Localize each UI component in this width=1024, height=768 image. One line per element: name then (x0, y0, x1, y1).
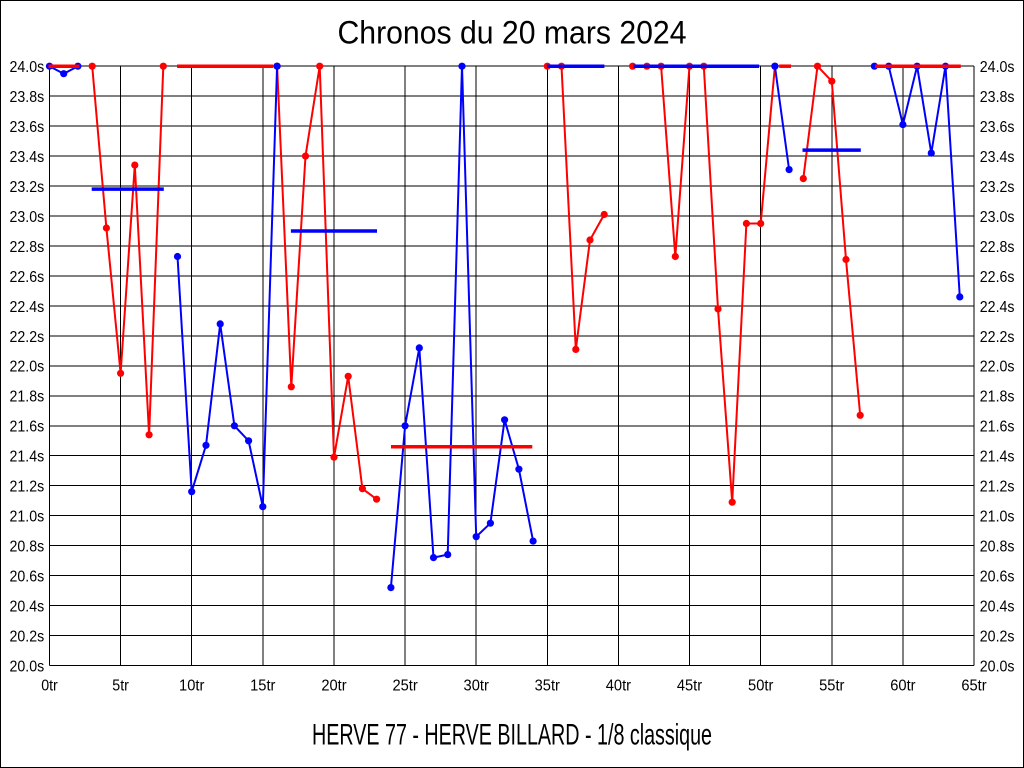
svg-text:65tr: 65tr (961, 678, 987, 695)
svg-text:22.8s: 22.8s (980, 239, 1015, 256)
svg-text:22.6s: 22.6s (980, 269, 1015, 286)
svg-text:20.4s: 20.4s (10, 599, 45, 616)
svg-text:20.4s: 20.4s (980, 599, 1015, 616)
svg-text:55tr: 55tr (819, 678, 845, 695)
svg-text:21.6s: 21.6s (980, 419, 1015, 436)
svg-text:24.0s: 24.0s (10, 59, 45, 76)
svg-text:22.8s: 22.8s (10, 239, 45, 256)
svg-text:20.8s: 20.8s (980, 539, 1015, 556)
svg-text:25tr: 25tr (392, 678, 418, 695)
svg-text:20.6s: 20.6s (980, 569, 1015, 586)
svg-text:20.8s: 20.8s (10, 539, 45, 556)
svg-text:45tr: 45tr (677, 678, 703, 695)
svg-text:21.0s: 21.0s (10, 509, 45, 526)
svg-text:23.6s: 23.6s (10, 119, 45, 136)
svg-text:22.6s: 22.6s (10, 269, 45, 286)
svg-text:30tr: 30tr (464, 678, 490, 695)
svg-text:21.4s: 21.4s (980, 449, 1015, 466)
svg-text:22.4s: 22.4s (10, 299, 45, 316)
svg-text:20tr: 20tr (321, 678, 347, 695)
svg-text:23.2s: 23.2s (980, 179, 1015, 196)
svg-text:40tr: 40tr (606, 678, 632, 695)
svg-text:23.8s: 23.8s (10, 89, 45, 106)
svg-text:22.2s: 22.2s (980, 329, 1015, 346)
svg-text:HERVE 77 - HERVE BILLARD - 1/8: HERVE 77 - HERVE BILLARD - 1/8 classique (312, 719, 712, 752)
svg-text:20.0s: 20.0s (980, 658, 1015, 675)
svg-text:21.6s: 21.6s (10, 419, 45, 436)
svg-text:50tr: 50tr (748, 678, 774, 695)
svg-text:21.8s: 21.8s (10, 389, 45, 406)
svg-text:22.0s: 22.0s (10, 359, 45, 376)
svg-text:0tr: 0tr (41, 678, 58, 695)
svg-text:21.2s: 21.2s (10, 479, 45, 496)
svg-text:22.2s: 22.2s (10, 329, 45, 346)
svg-text:22.4s: 22.4s (980, 299, 1015, 316)
svg-text:35tr: 35tr (535, 678, 561, 695)
svg-text:20.2s: 20.2s (980, 628, 1015, 645)
svg-text:20.6s: 20.6s (10, 569, 45, 586)
svg-text:23.2s: 23.2s (10, 179, 45, 196)
svg-text:23.6s: 23.6s (980, 119, 1015, 136)
svg-text:22.0s: 22.0s (980, 359, 1015, 376)
svg-text:23.8s: 23.8s (980, 89, 1015, 106)
svg-text:21.2s: 21.2s (980, 479, 1015, 496)
svg-text:60tr: 60tr (890, 678, 916, 695)
svg-text:15tr: 15tr (250, 678, 276, 695)
svg-text:20.0s: 20.0s (10, 658, 45, 675)
svg-text:Chronos du 20 mars 2024: Chronos du 20 mars 2024 (338, 15, 687, 51)
svg-text:24.0s: 24.0s (980, 59, 1015, 76)
svg-text:21.4s: 21.4s (10, 449, 45, 466)
svg-text:23.0s: 23.0s (980, 209, 1015, 226)
svg-text:23.4s: 23.4s (980, 149, 1015, 166)
svg-text:21.0s: 21.0s (980, 509, 1015, 526)
svg-text:23.4s: 23.4s (10, 149, 45, 166)
svg-text:20.2s: 20.2s (10, 628, 45, 645)
svg-text:10tr: 10tr (179, 678, 205, 695)
svg-text:5tr: 5tr (112, 678, 129, 695)
svg-text:21.8s: 21.8s (980, 389, 1015, 406)
svg-text:23.0s: 23.0s (10, 209, 45, 226)
